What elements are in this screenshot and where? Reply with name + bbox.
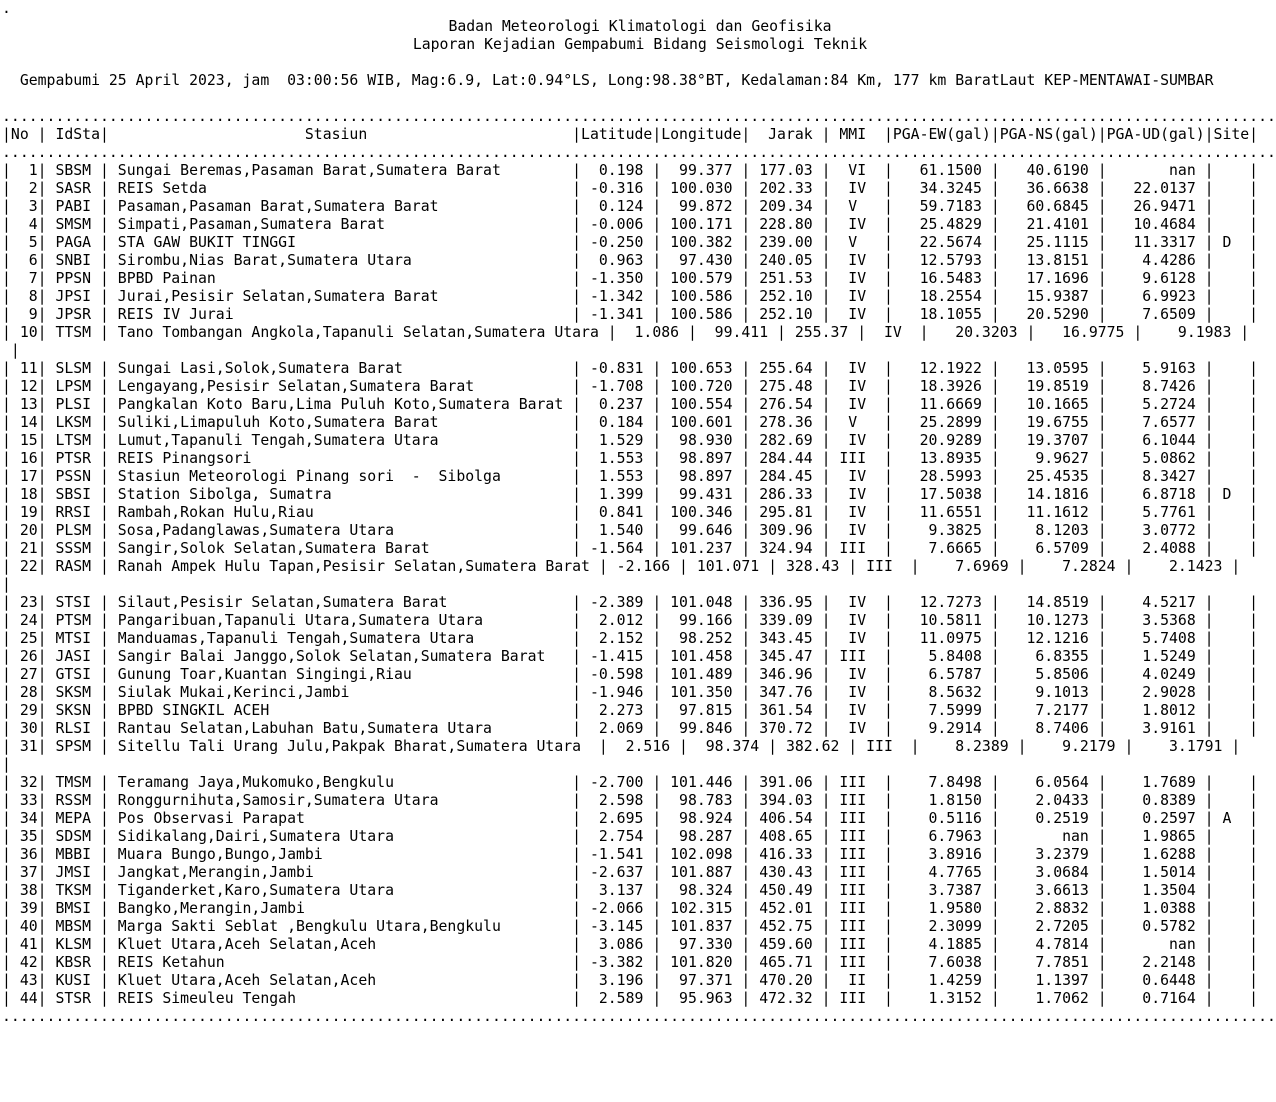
table-row: | 27| GTSI | Gunung Toar,Kuantan Singing… — [2, 666, 1259, 683]
table-row: | 28| SKSM | Siulak Mukai,Kerinci,Jambi … — [2, 684, 1259, 701]
table-row: | 20| PLSM | Sosa,Padanglawas,Sumatera U… — [2, 522, 1259, 539]
table-row: | 15| LTSM | Lumut,Tapanuli Tengah,Sumat… — [2, 432, 1259, 449]
table-row: | 37| JMSI | Jangkat,Merangin,Jambi | -2… — [2, 864, 1259, 881]
table-row: | 42| KBSR | REIS Ketahun | -3.382 | 101… — [2, 954, 1259, 971]
table-row: | 9| JPSR | REIS IV Jurai | -1.341 | 100… — [2, 306, 1259, 323]
table-row-continuation: | — [2, 756, 11, 773]
separator-line: ........................................… — [2, 144, 1276, 161]
table-row: | 25| MTSI | Manduamas,Tapanuli Tengah,S… — [2, 630, 1259, 647]
table-row: | 30| RLSI | Rantau Selatan,Labuhan Batu… — [2, 720, 1259, 737]
report-subtitle: Laporan Kejadian Gempabumi Bidang Seismo… — [412, 36, 868, 53]
table-row: | 14| LKSM | Suliki,Limapuluh Koto,Sumat… — [2, 414, 1259, 431]
table-row: | 41| KLSM | Kluet Utara,Aceh Selatan,Ac… — [2, 936, 1259, 953]
table-row: | 7| PPSN | BPBD Painan | -1.350 | 100.5… — [2, 270, 1259, 287]
table-row: | 10| TTSM | Tano Tombangan Angkola,Tapa… — [2, 324, 1276, 341]
table-row: | 32| TMSM | Teramang Jaya,Mukomuko,Beng… — [2, 774, 1259, 791]
report-document: . Badan Meteorologi Klimatologi dan Geof… — [2, 0, 1276, 1026]
separator-line: ........................................… — [2, 108, 1276, 125]
table-row: | 1| SBSM | Sungai Beremas,Pasaman Barat… — [2, 162, 1259, 179]
table-row: | 21| SSSM | Sangir,Solok Selatan,Sumate… — [2, 540, 1259, 557]
table-row: | 29| SKSN | BPBD SINGKIL ACEH | 2.273 |… — [2, 702, 1259, 719]
table-row: | 23| STSI | Silaut,Pesisir Selatan,Suma… — [2, 594, 1259, 611]
table-row: | 2| SASR | REIS Setda | -0.316 | 100.03… — [2, 180, 1259, 197]
table-row: | 18| SBSI | Station Sibolga, Sumatra | … — [2, 486, 1259, 503]
table-row: | 33| RSSM | Ronggurnihuta,Samosir,Sumat… — [2, 792, 1259, 809]
table-row: | 35| SDSM | Sidikalang,Dairi,Sumatera U… — [2, 828, 1259, 845]
table-row: | 39| BMSI | Bangko,Merangin,Jambi | -2.… — [2, 900, 1259, 917]
table-row-continuation: | — [2, 576, 11, 593]
blank-line — [2, 90, 1276, 108]
table-row: | 22| RASM | Ranah Ampek Hulu Tapan,Pesi… — [2, 558, 1276, 575]
table-row: | 26| JASI | Sangir Balai Janggo,Solok S… — [2, 648, 1259, 665]
table-row: | 8| JPSI | Jurai,Pesisir Selatan,Sumate… — [2, 288, 1259, 305]
report-title: Badan Meteorologi Klimatologi dan Geofis… — [448, 18, 832, 35]
table-row: | 24| PTSM | Pangaribuan,Tapanuli Utara,… — [2, 612, 1259, 629]
table-row: | 3| PABI | Pasaman,Pasaman Barat,Sumate… — [2, 198, 1259, 215]
table-row: | 11| SLSM | Sungai Lasi,Solok,Sumatera … — [2, 360, 1259, 377]
event-summary: Gempabumi 25 April 2023, jam 03:00:56 WI… — [19, 72, 1214, 89]
table-header-row: |No | IdSta| Stasiun |Latitude|Longitude… — [2, 126, 1259, 143]
table-row: | 43| KUSI | Kluet Utara,Aceh Selatan,Ac… — [2, 972, 1259, 989]
table-row: | 31| SPSM | Sitellu Tali Urang Julu,Pak… — [2, 738, 1276, 755]
table-row: | 44| STSR | REIS Simeuleu Tengah | 2.58… — [2, 990, 1259, 1007]
table-row: | 19| RRSI | Rambah,Rokan Hulu,Riau | 0.… — [2, 504, 1259, 521]
table-row: | 40| MBSM | Marga Sakti Seblat ,Bengkul… — [2, 918, 1259, 935]
table-row: | 16| PTSR | REIS Pinangsori | 1.553 | 9… — [2, 450, 1259, 467]
table-row: | 12| LPSM | Lengayang,Pesisir Selatan,S… — [2, 378, 1259, 395]
table-row: | 38| TKSM | Tiganderket,Karo,Sumatera U… — [2, 882, 1259, 899]
stray-dot: . — [2, 0, 11, 17]
table-row: | 6| SNBI | Sirombu,Nias Barat,Sumatera … — [2, 252, 1259, 269]
table-row: | 4| SMSM | Simpati,Pasaman,Sumatera Bar… — [2, 216, 1259, 233]
blank-line — [2, 54, 1276, 72]
table-row: | 17| PSSN | Stasiun Meteorologi Pinang … — [2, 468, 1259, 485]
station-table: ........................................… — [2, 108, 1276, 1026]
table-row-continuation: | — [2, 342, 20, 359]
table-row: | 5| PAGA | STA GAW BUKIT TINGGI | -0.25… — [2, 234, 1259, 251]
table-row: | 34| MEPA | Pos Observasi Parapat | 2.6… — [2, 810, 1259, 827]
table-row: | 13| PLSI | Pangkalan Koto Baru,Lima Pu… — [2, 396, 1259, 413]
table-row: | 36| MBBI | Muara Bungo,Bungo,Jambi | -… — [2, 846, 1259, 863]
separator-line: ........................................… — [2, 1008, 1276, 1025]
